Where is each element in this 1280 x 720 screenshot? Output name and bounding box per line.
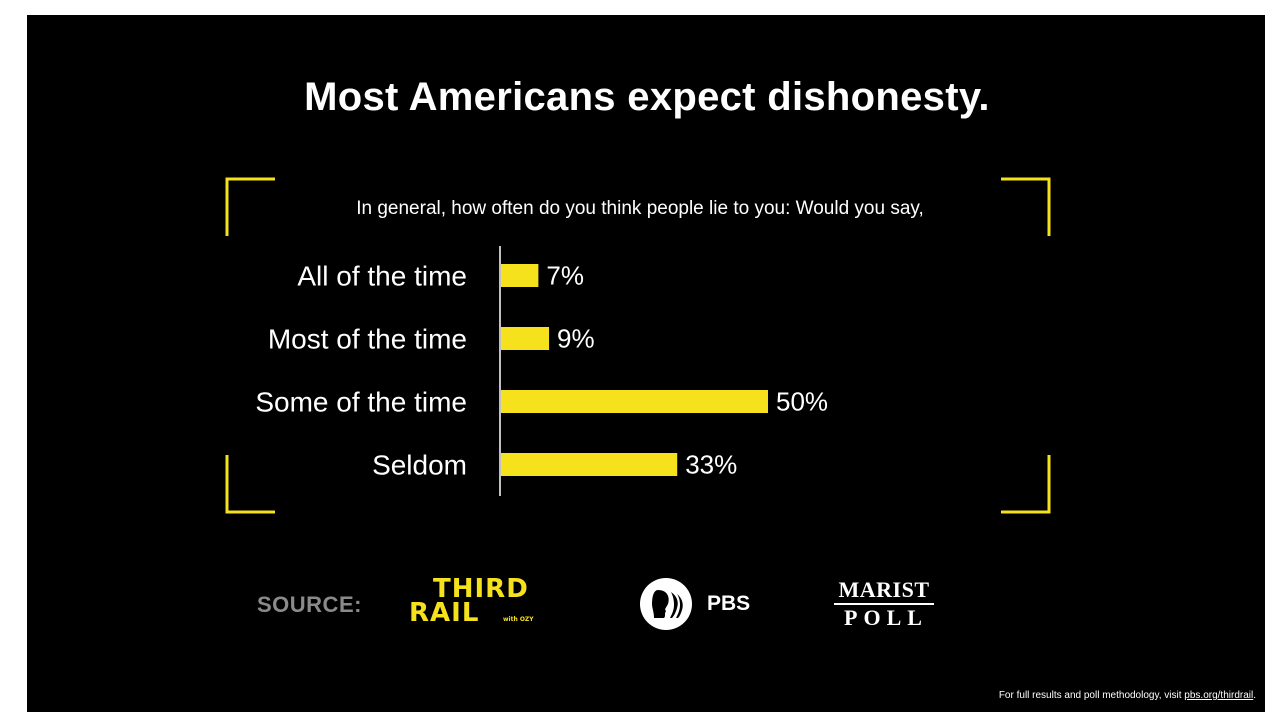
third-rail-logo-small: with OZY [503, 616, 534, 623]
marist-poll-logo: MARIST POLL [834, 578, 934, 630]
category-label: Most of the time [268, 324, 467, 355]
third-rail-logo-line2: RAIL [409, 598, 480, 628]
bar-seldom [501, 453, 678, 476]
bar-all-of-the-time [501, 264, 539, 287]
category-label: All of the time [297, 261, 467, 292]
marist-logo-line2: POLL [844, 605, 928, 630]
footer-link[interactable]: pbs.org/thirdrail [1184, 690, 1254, 701]
marist-logo-line1: MARIST [834, 578, 934, 605]
third-rail-logo-line1: THIRD [433, 574, 529, 604]
pbs-logo-text: PBS [707, 592, 751, 615]
value-label: 7% [546, 261, 584, 291]
bar-most-of-the-time [501, 327, 550, 350]
bracket-bottom-right [1001, 455, 1051, 514]
value-label: 33% [685, 450, 737, 480]
category-label: Seldom [372, 450, 467, 481]
value-label: 50% [776, 387, 828, 417]
bracket-top-right [1001, 177, 1051, 236]
bracket-top-left [225, 177, 275, 236]
chart-subtitle: In general, how often do you think peopl… [356, 198, 924, 219]
pbs-logo: PBS [640, 578, 760, 634]
third-rail-logo: THIRD RAIL with OZY [409, 576, 549, 632]
source-label: SOURCE: [257, 592, 362, 617]
category-label: Some of the time [255, 387, 467, 418]
footer-note: For full results and poll methodology, v… [999, 690, 1256, 701]
footer-period: . [1253, 690, 1256, 701]
bracket-bottom-left [225, 455, 275, 514]
bar-some-of-the-time [501, 390, 768, 413]
footer-text: For full results and poll methodology, v… [998, 690, 1185, 701]
value-label: 9% [557, 324, 595, 354]
page-title: Most Americans expect dishonesty. [304, 75, 990, 119]
pbs-head-icon [640, 578, 692, 630]
